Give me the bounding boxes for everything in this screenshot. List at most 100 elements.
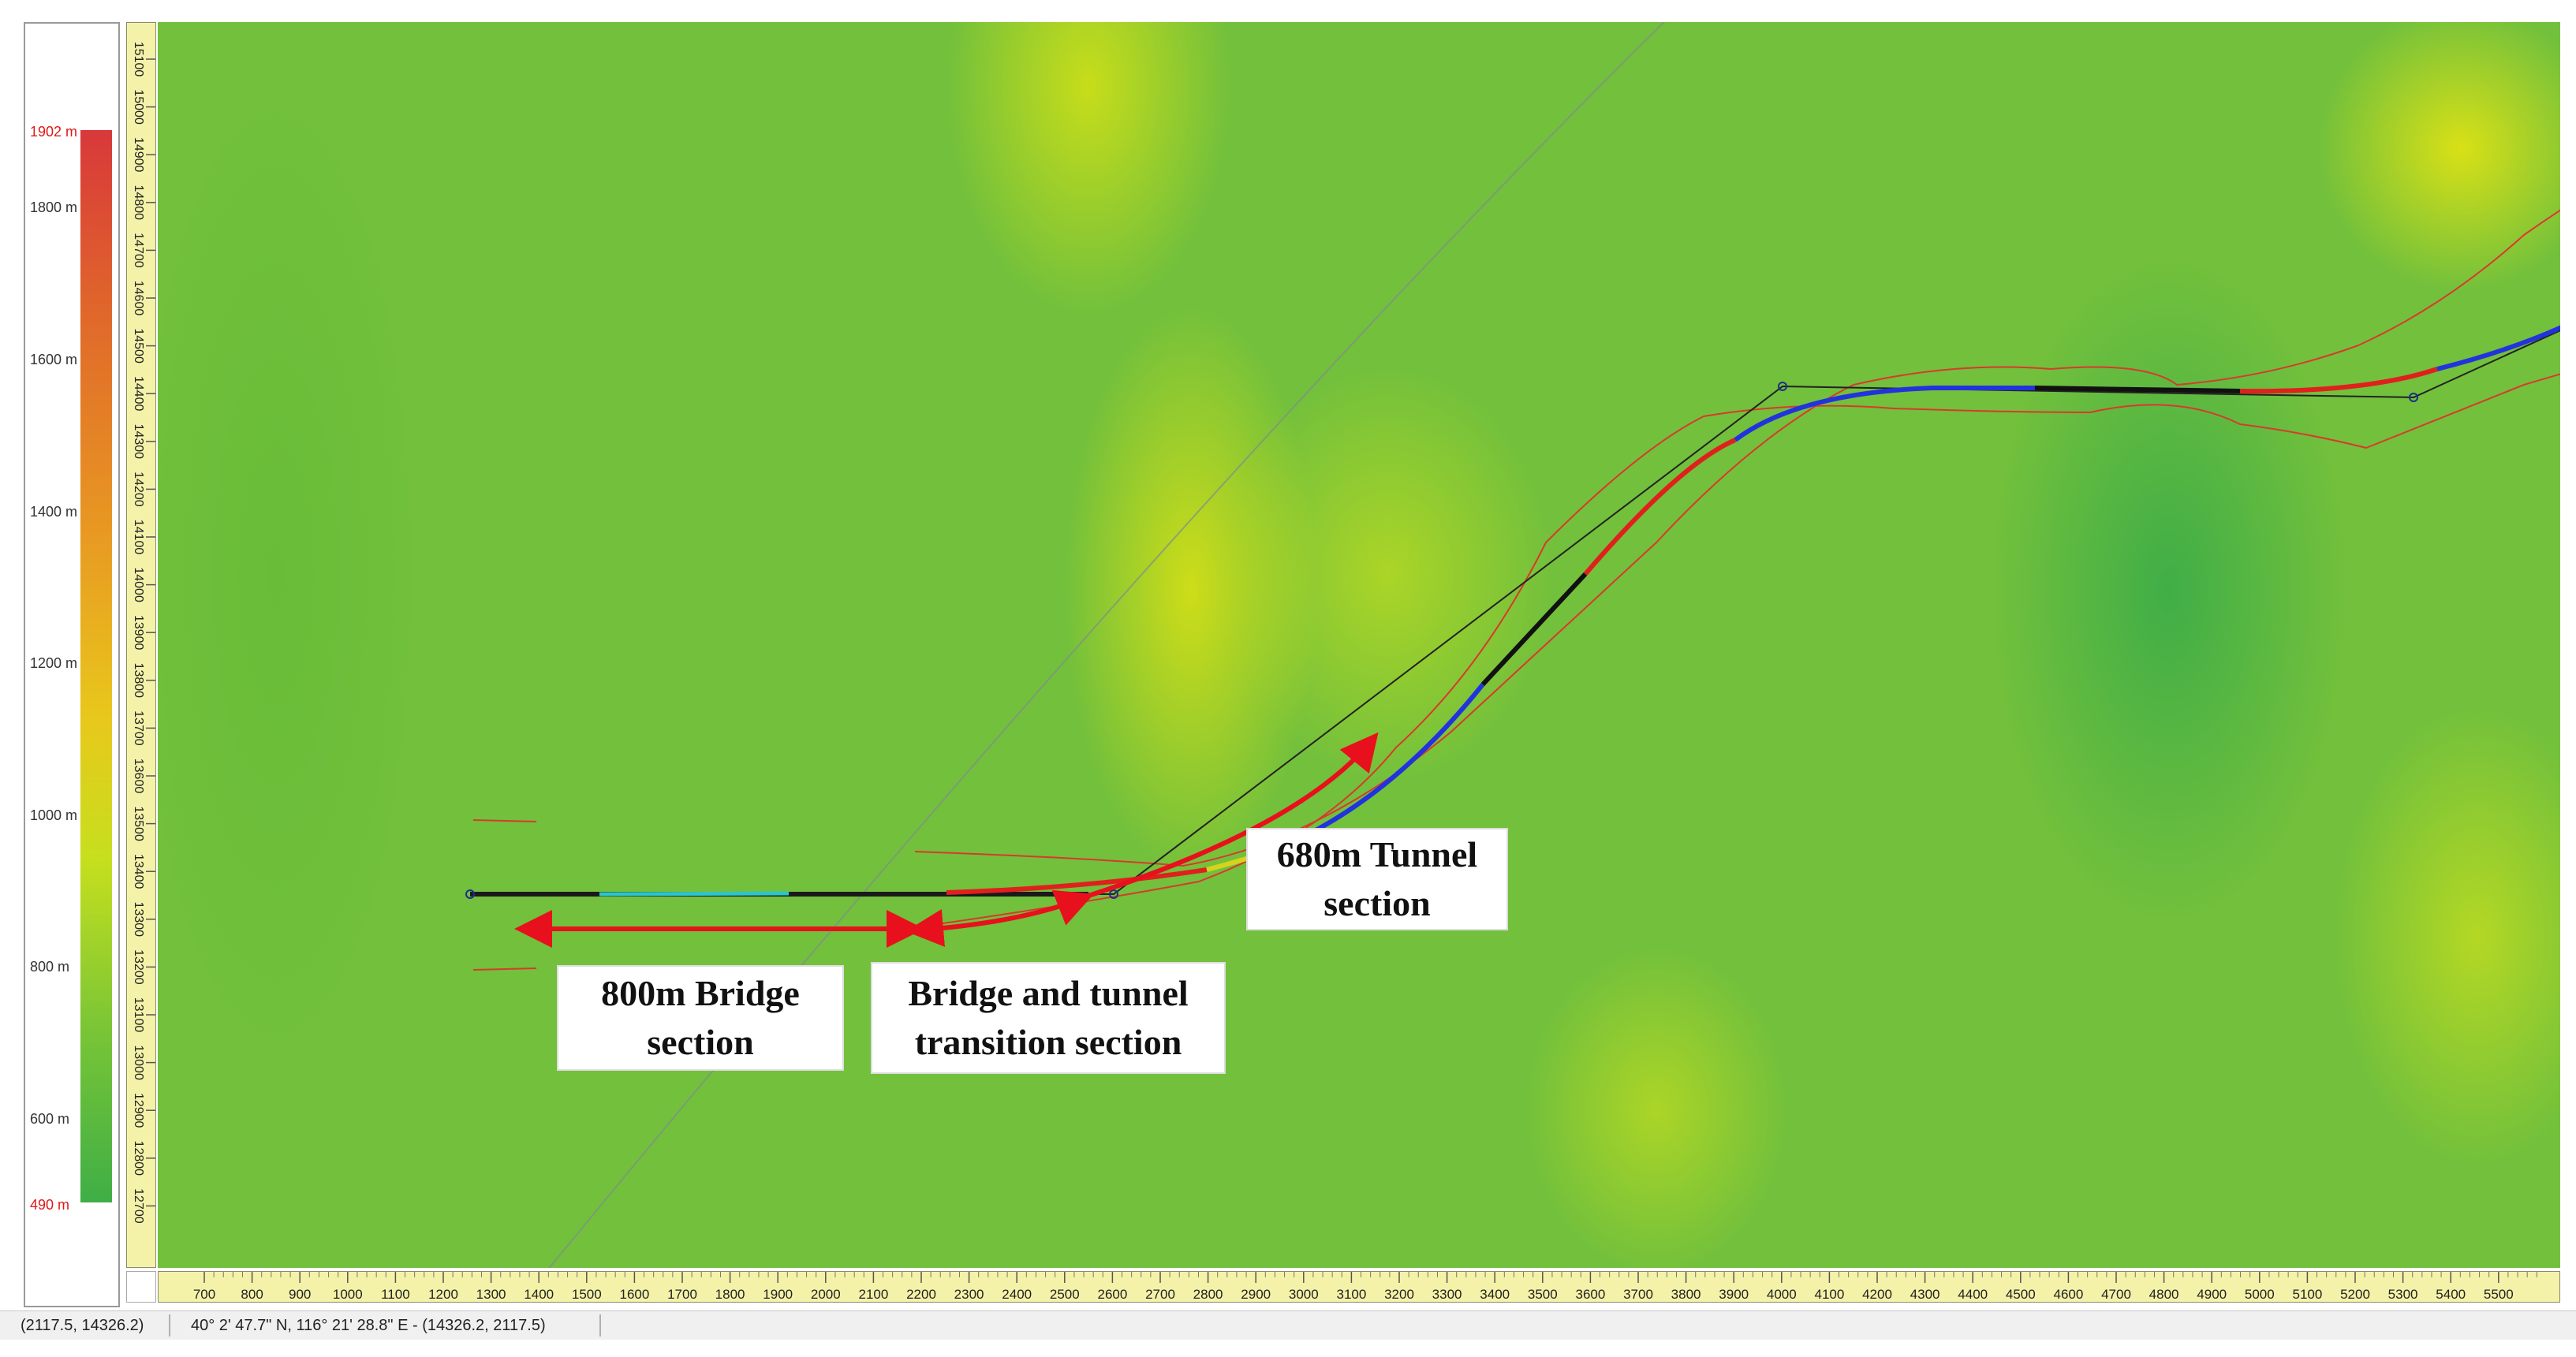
ruler-label: 2600 [1097, 1287, 1127, 1302]
ruler-label: 5200 [2340, 1287, 2370, 1302]
route-curve-blue-2 [1734, 386, 2035, 442]
ruler-label: 14400 [132, 376, 145, 412]
status-divider [599, 1314, 601, 1336]
ruler-label: 3300 [1432, 1287, 1462, 1302]
ruler-label: 1300 [476, 1287, 506, 1302]
ruler-label: 15000 [132, 89, 145, 125]
route-flat-black [2034, 386, 2241, 393]
bridge-section-label: 800m Bridge section [557, 965, 844, 1071]
terrain-map[interactable]: 800m Bridge section Bridge and tunnel tr… [158, 22, 2560, 1268]
ruler-label: 14200 [132, 472, 145, 507]
ruler-label: 4200 [1862, 1287, 1892, 1302]
ruler-label: 5100 [2292, 1287, 2322, 1302]
tunnel-arrow [1088, 732, 1379, 898]
ruler-label: 14100 [132, 520, 145, 555]
ruler-label: 13300 [132, 902, 145, 938]
ruler-label: 14900 [132, 137, 145, 173]
ruler-label: 3700 [1623, 1287, 1653, 1302]
ruler-label: 4700 [2101, 1287, 2131, 1302]
ruler-label: 2500 [1050, 1287, 1080, 1302]
ruler-label: 3900 [1719, 1287, 1749, 1302]
ruler-label: 3200 [1384, 1287, 1414, 1302]
ruler-label: 2300 [954, 1287, 984, 1302]
reference-line [548, 22, 1666, 1268]
ruler-label: 800 [241, 1287, 263, 1302]
ruler-label: 2400 [1002, 1287, 1032, 1302]
ruler-label: 5000 [2245, 1287, 2275, 1302]
tangent-polyline [470, 330, 2560, 895]
ruler-label: 4500 [2006, 1287, 2036, 1302]
ruler-label: 4600 [2053, 1287, 2083, 1302]
legend-label: 1200 m [30, 655, 78, 672]
ruler-label: 900 [289, 1287, 311, 1302]
ruler-label: 14700 [132, 233, 145, 268]
horizontal-ruler-ticks: 700 800 900 1000 1100 1200 1300 1400 1500 1600 170… [193, 1272, 2537, 1302]
ruler-label: 5400 [2436, 1287, 2466, 1302]
ruler-label: 14500 [132, 328, 145, 363]
left-offset-tick-top [472, 819, 537, 822]
route-transition-red [946, 867, 1208, 895]
status-geo-coordinates: 40° 2' 47.7" N, 116° 21' 28.8" E - (1432… [191, 1317, 546, 1334]
route-curve-red-2 [2239, 367, 2438, 394]
ruler-label: 1600 [619, 1287, 649, 1302]
legend-label: 600 m [30, 1111, 70, 1128]
left-offset-tick-bottom [472, 967, 537, 971]
ruler-label: 14300 [132, 424, 145, 460]
ruler-label: 4300 [1910, 1287, 1940, 1302]
ruler-label: 1100 [381, 1287, 410, 1302]
legend-label: 1400 m [30, 503, 78, 520]
legend-label: 1800 m [30, 199, 78, 216]
elevation-color-bar [80, 130, 112, 1202]
ruler-label: 5300 [2388, 1287, 2418, 1302]
upper-offset-line [914, 209, 2560, 867]
ruler-label: 1800 [715, 1287, 745, 1302]
status-divider [169, 1314, 170, 1336]
vertical-ruler[interactable]: 15100 15000 14900 14800 14700 14600 14500 14400… [126, 22, 156, 1268]
ruler-label: 4000 [1767, 1287, 1797, 1302]
ruler-label: 1700 [667, 1287, 697, 1302]
ruler-label: 1000 [333, 1287, 363, 1302]
ruler-label: 14600 [132, 281, 145, 316]
route-bridge-cyan [599, 891, 790, 897]
ruler-label: 2700 [1145, 1287, 1175, 1302]
ruler-label: 14000 [132, 567, 145, 602]
ruler-label: 4400 [1958, 1287, 1988, 1302]
ruler-label: 13800 [132, 663, 145, 699]
ruler-label: 13600 [132, 759, 145, 794]
elevation-legend: 1902 m 1800 m 1600 m 1400 m 1200 m 1000 m 800… [24, 22, 120, 1307]
ruler-label: 1400 [524, 1287, 554, 1302]
ruler-label: 3000 [1289, 1287, 1319, 1302]
route-curve-red [1583, 438, 1737, 576]
status-coordinates: (2117.5, 14326.2) [21, 1317, 144, 1334]
ruler-label: 15100 [132, 42, 145, 77]
vertex-marker-3 [1778, 382, 1787, 391]
route-overlay [465, 22, 2560, 1268]
ruler-label: 12900 [132, 1093, 145, 1128]
ruler-label: 13100 [132, 997, 145, 1033]
ruler-label: 1200 [428, 1287, 458, 1302]
horizontal-ruler[interactable]: 700 800 900 1000 1100 1200 1300 1400 1500 1600 170… [158, 1271, 2560, 1303]
transition-section-label: Bridge and tunnel transition section [871, 962, 1226, 1074]
legend-label: 800 m [30, 959, 70, 975]
ruler-label: 1900 [763, 1287, 793, 1302]
ruler-label: 13900 [132, 615, 145, 651]
ruler-label: 13200 [132, 949, 145, 985]
ruler-label: 3100 [1336, 1287, 1366, 1302]
ruler-label: 3600 [1575, 1287, 1605, 1302]
legend-label: 1600 m [30, 351, 78, 367]
ruler-label: 13000 [132, 1045, 145, 1080]
ruler-label: 4900 [2197, 1287, 2227, 1302]
ruler-corner [126, 1271, 156, 1303]
legend-max-label: 1902 m [30, 124, 78, 140]
ruler-label: 700 [193, 1287, 215, 1302]
vertex-marker-4 [2409, 393, 2418, 402]
ruler-label: 13400 [132, 854, 145, 889]
status-bar: (2117.5, 14326.2) 40° 2' 47.7" N, 116° 2… [0, 1310, 2576, 1340]
legend-min-label: 490 m [30, 1197, 70, 1213]
ruler-label: 5500 [2484, 1287, 2514, 1302]
ruler-label: 2100 [858, 1287, 888, 1302]
vertical-ruler-ticks: 15100 15000 14900 14800 14700 14600 14500 14400… [132, 42, 155, 1224]
ruler-label: 2800 [1193, 1287, 1223, 1302]
ruler-label: 2900 [1241, 1287, 1271, 1302]
ruler-label: 14800 [132, 185, 145, 221]
